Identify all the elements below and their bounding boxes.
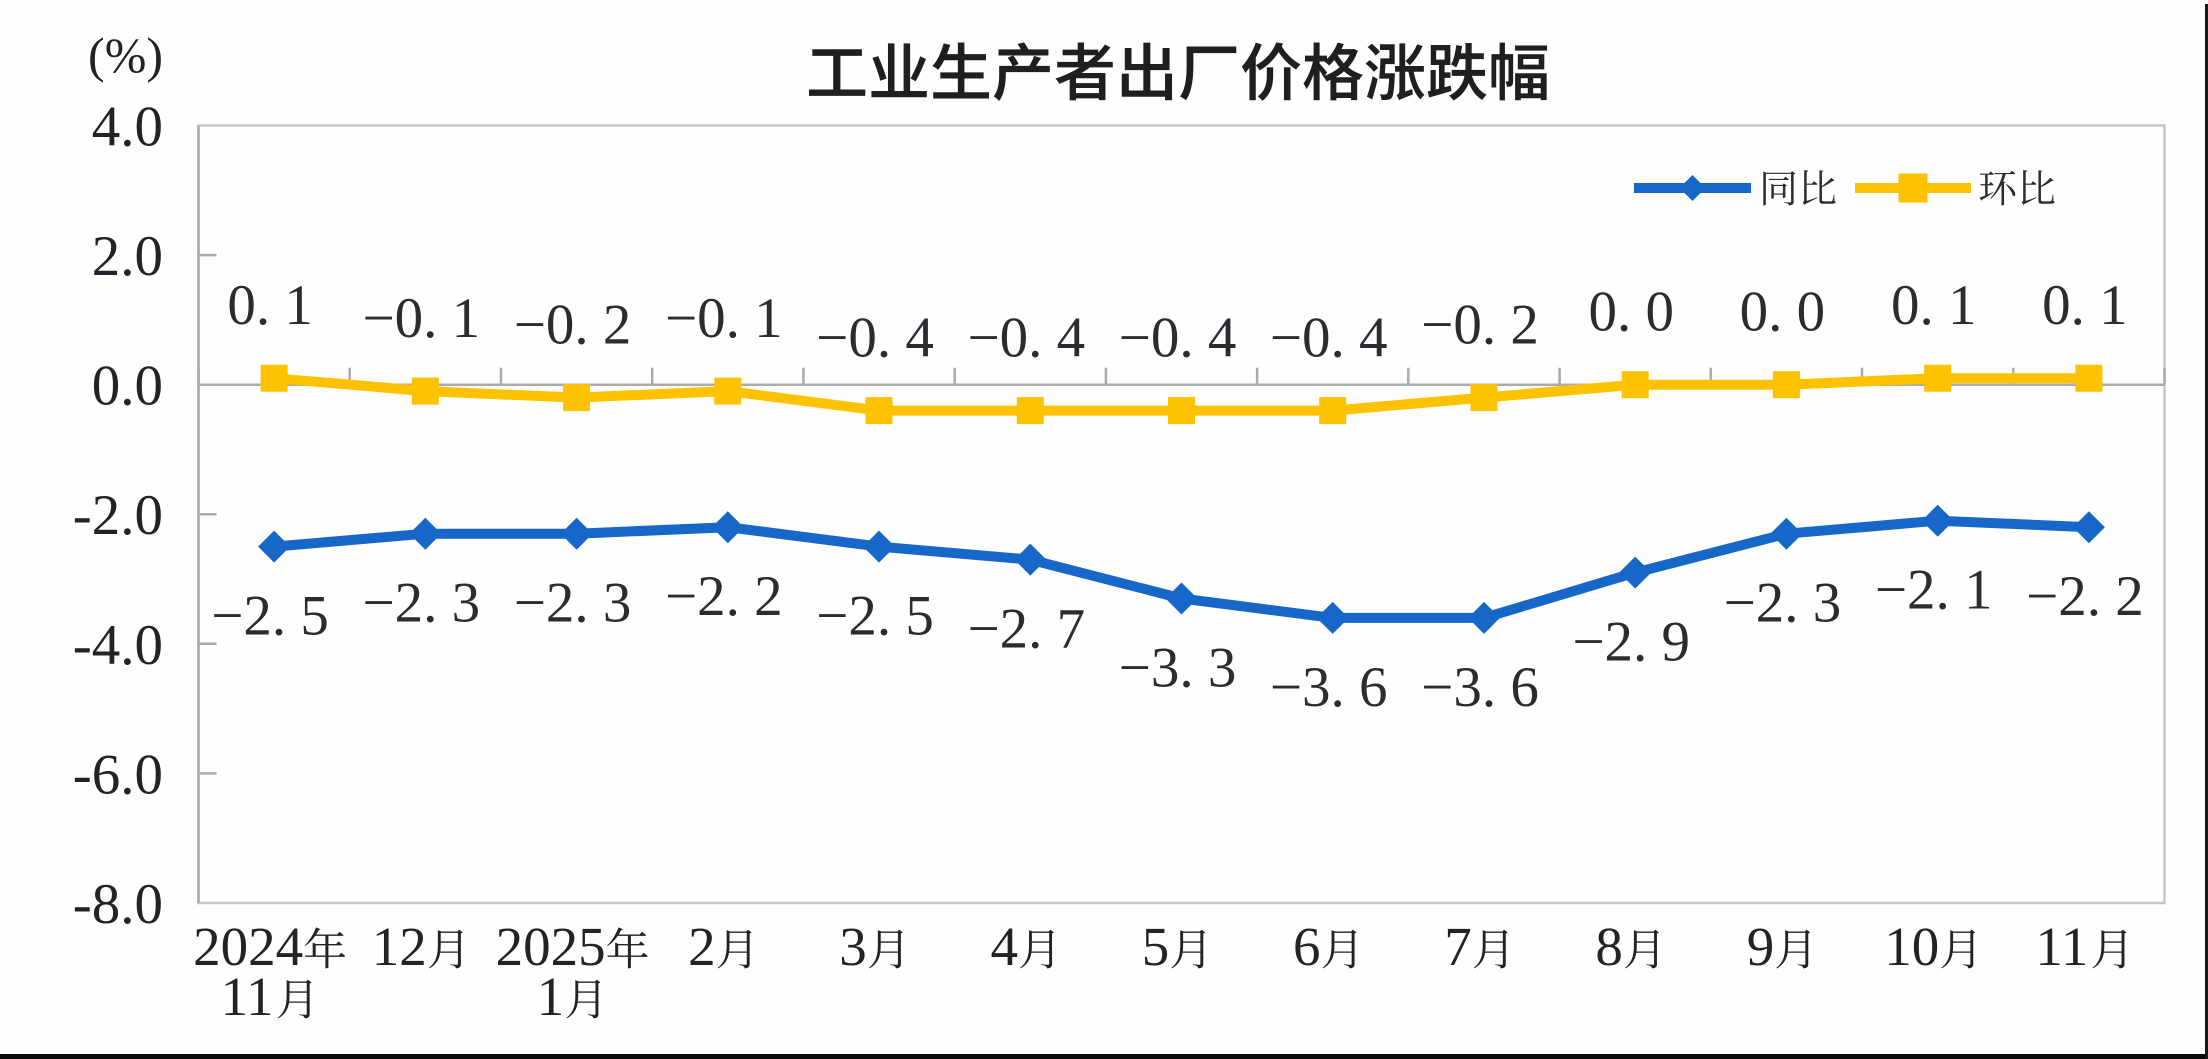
svg-text:2024: 2024 [193, 916, 303, 977]
svg-text:4: 4 [991, 916, 1019, 977]
svg-text:−3. 6: −3. 6 [1270, 656, 1388, 719]
svg-text:4.0: 4.0 [92, 96, 163, 159]
svg-text:−0. 4: −0. 4 [1119, 307, 1237, 370]
svg-text:−0. 4: −0. 4 [816, 307, 934, 370]
svg-text:−0. 2: −0. 2 [1421, 294, 1539, 357]
svg-text:(%): (%) [88, 27, 163, 83]
svg-text:−2. 2: −2. 2 [2026, 565, 2144, 628]
svg-text:0. 0: 0. 0 [1740, 281, 1826, 344]
svg-text:11: 11 [221, 966, 274, 1027]
svg-text:3: 3 [839, 916, 867, 977]
svg-text:9: 9 [1747, 916, 1775, 977]
svg-text:−0. 1: −0. 1 [362, 287, 480, 350]
svg-text:−0. 4: −0. 4 [1270, 307, 1388, 370]
svg-text:−2. 5: −2. 5 [816, 585, 934, 648]
svg-text:2025: 2025 [496, 916, 606, 977]
svg-text:−2. 3: −2. 3 [1724, 572, 1842, 635]
svg-text:0. 0: 0. 0 [1588, 281, 1674, 344]
svg-text:−2. 2: −2. 2 [665, 565, 783, 628]
svg-text:−0. 4: −0. 4 [967, 307, 1085, 370]
svg-text:−0. 1: −0. 1 [665, 287, 783, 350]
svg-text:−3. 3: −3. 3 [1119, 637, 1237, 700]
svg-text:0.0: 0.0 [92, 355, 163, 418]
svg-text:11: 11 [2035, 916, 2088, 977]
svg-text:-4.0: -4.0 [73, 614, 163, 677]
svg-text:0. 1: 0. 1 [1891, 274, 1977, 337]
svg-text:−2. 5: −2. 5 [211, 585, 329, 648]
svg-text:12: 12 [372, 916, 427, 977]
svg-text:7: 7 [1444, 916, 1472, 977]
svg-text:−3. 6: −3. 6 [1421, 656, 1539, 719]
svg-text:−2. 3: −2. 3 [514, 572, 632, 635]
svg-text:−0. 2: −0. 2 [514, 294, 632, 357]
svg-text:8: 8 [1595, 916, 1623, 977]
svg-text:−2. 1: −2. 1 [1875, 559, 1993, 622]
svg-text:-2.0: -2.0 [73, 484, 163, 547]
svg-text:6: 6 [1293, 916, 1321, 977]
svg-text:−2. 3: −2. 3 [362, 572, 480, 635]
svg-text:-6.0: -6.0 [73, 743, 163, 806]
svg-text:−2. 7: −2. 7 [967, 598, 1085, 661]
svg-text:2: 2 [688, 916, 716, 977]
svg-text:0. 1: 0. 1 [2042, 274, 2128, 337]
svg-text:−2. 9: −2. 9 [1572, 611, 1690, 674]
svg-text:5: 5 [1142, 916, 1170, 977]
svg-text:2.0: 2.0 [92, 225, 163, 288]
svg-text:1: 1 [537, 966, 565, 1027]
svg-text:-8.0: -8.0 [73, 873, 163, 936]
svg-text:0. 1: 0. 1 [227, 274, 313, 337]
svg-text:10: 10 [1884, 916, 1939, 977]
